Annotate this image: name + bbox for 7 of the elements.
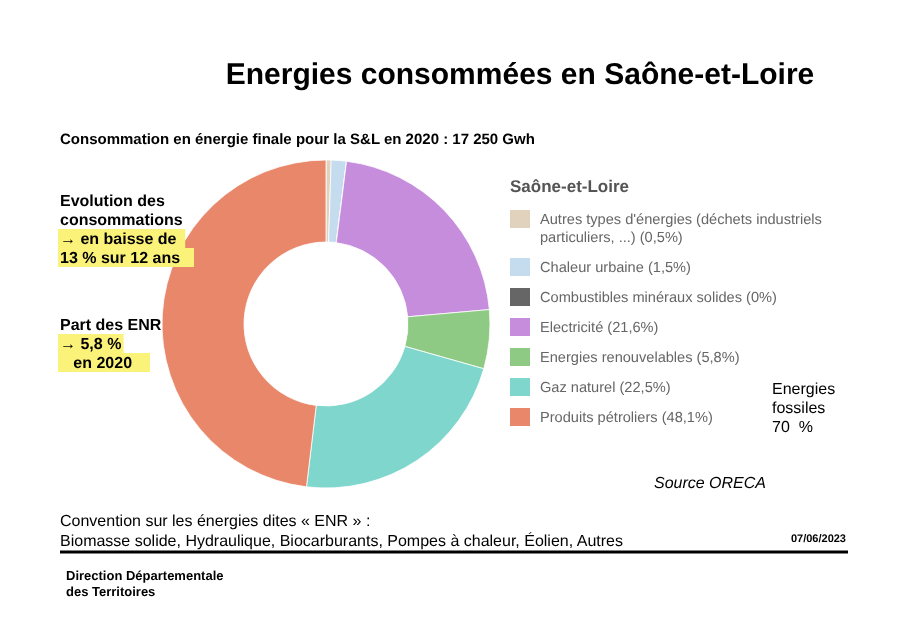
text: Convention sur les énergies dites « ENR » : Biomasse solide, Hydraulique, Biocarburants, Pompes à chaleur, Éolien, Autres [60, 512, 623, 550]
text: Evolution des consommations → en baisse de 13 % sur 12 ans [60, 192, 184, 267]
chart-title: Energies consommées en Saône-et-Loire [225, 58, 815, 92]
source-note: Source ORECA [653, 474, 767, 492]
legend-title: Saône-et-Loire [510, 176, 630, 196]
text: Part des ENR → 5,8 % en 2020 [60, 316, 162, 372]
text: Energies fossiles 70 % [772, 380, 836, 436]
